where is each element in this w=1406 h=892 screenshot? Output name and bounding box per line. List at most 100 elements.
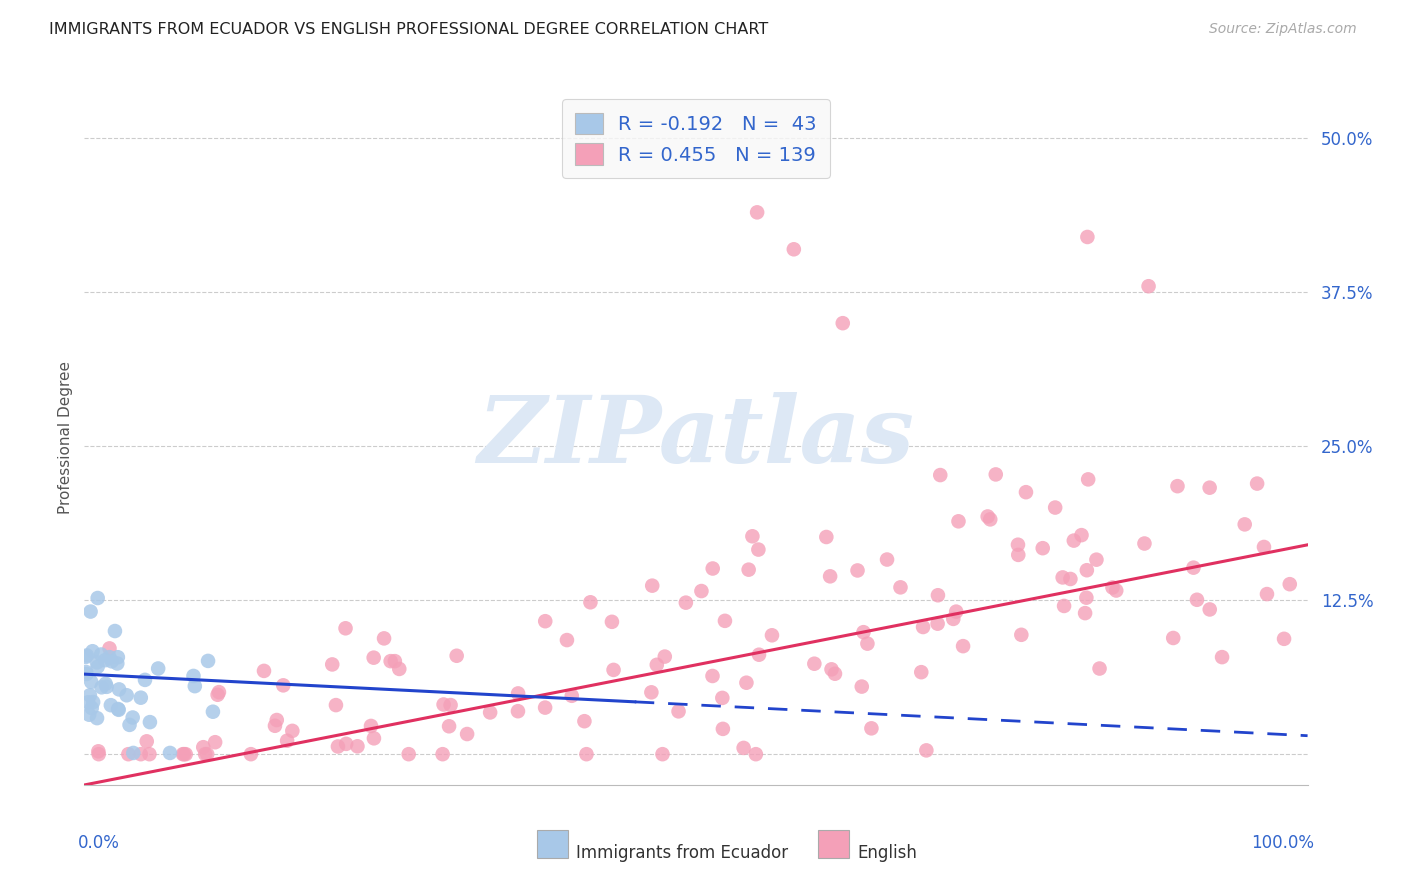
Point xyxy=(1233,517,1256,532)
Point xyxy=(1074,606,1097,620)
Y-axis label: Professional Degree: Professional Degree xyxy=(58,360,73,514)
Point xyxy=(432,698,454,712)
Text: 100.0%: 100.0% xyxy=(1251,834,1313,852)
Point xyxy=(1010,628,1032,642)
Point xyxy=(129,747,152,761)
Point xyxy=(600,615,623,629)
Point xyxy=(561,689,583,703)
Point xyxy=(201,705,224,719)
Point xyxy=(761,628,783,642)
Point xyxy=(76,667,98,681)
Point xyxy=(1137,279,1160,293)
Point xyxy=(506,686,529,700)
Point xyxy=(346,739,368,754)
Point xyxy=(98,650,121,665)
Point xyxy=(1063,533,1085,548)
Bar xyxy=(818,830,849,858)
Point xyxy=(77,695,100,709)
Point xyxy=(654,649,676,664)
Legend: R = -0.192   N =  43, R = 0.455   N = 139: R = -0.192 N = 43, R = 0.455 N = 139 xyxy=(562,99,830,178)
Point xyxy=(326,739,349,754)
Point xyxy=(737,563,759,577)
Point xyxy=(172,747,194,761)
Point xyxy=(86,711,108,725)
Point xyxy=(748,648,770,662)
Point xyxy=(94,677,117,691)
Text: ZIPatlas: ZIPatlas xyxy=(478,392,914,482)
Point xyxy=(1198,602,1220,616)
Point xyxy=(107,703,129,717)
Point xyxy=(194,747,217,761)
Point xyxy=(82,644,104,658)
Point xyxy=(574,714,596,729)
Point xyxy=(1211,650,1233,665)
Point xyxy=(446,648,468,663)
Point xyxy=(195,747,218,761)
Point xyxy=(86,591,108,605)
Point xyxy=(159,746,181,760)
Point xyxy=(1101,581,1123,595)
Point xyxy=(714,614,737,628)
Point xyxy=(87,747,110,761)
Text: Immigrants from Ecuador: Immigrants from Ecuador xyxy=(576,844,789,862)
Point xyxy=(96,680,118,694)
Point xyxy=(645,657,668,672)
Point xyxy=(76,648,98,663)
Point xyxy=(803,657,825,671)
Point xyxy=(668,704,690,718)
Point xyxy=(852,625,875,640)
Point xyxy=(281,723,304,738)
Point xyxy=(1070,528,1092,542)
Point xyxy=(108,682,131,697)
Point xyxy=(271,678,294,692)
Point xyxy=(121,710,143,724)
Point xyxy=(118,718,141,732)
Point xyxy=(90,648,112,662)
Point xyxy=(1253,540,1275,554)
Text: 0.0%: 0.0% xyxy=(79,834,120,852)
Point xyxy=(1105,583,1128,598)
Point xyxy=(239,747,262,761)
Point xyxy=(948,514,970,528)
Point xyxy=(711,690,734,705)
Point xyxy=(437,719,460,733)
Point xyxy=(942,612,965,626)
Point xyxy=(380,654,402,668)
Point xyxy=(360,719,382,733)
Point xyxy=(1007,538,1029,552)
Point xyxy=(702,669,724,683)
Point xyxy=(264,719,287,733)
Point xyxy=(122,746,145,760)
Point xyxy=(174,747,197,761)
Point xyxy=(479,706,502,720)
Point xyxy=(534,614,557,628)
Point xyxy=(690,584,713,599)
Point xyxy=(912,620,935,634)
Point xyxy=(80,675,103,690)
Point xyxy=(747,205,769,219)
Point xyxy=(1059,572,1081,586)
Point xyxy=(82,695,104,709)
Point xyxy=(575,747,598,761)
Point xyxy=(77,707,100,722)
Point xyxy=(335,737,357,751)
Point xyxy=(876,552,898,566)
Point xyxy=(266,713,288,727)
Point xyxy=(820,662,842,676)
Point xyxy=(456,727,478,741)
Point xyxy=(135,734,157,748)
Point xyxy=(1077,472,1099,486)
Point xyxy=(889,580,911,594)
Point xyxy=(910,665,932,680)
Point xyxy=(860,722,883,736)
Point xyxy=(139,715,162,730)
Point xyxy=(1182,560,1205,574)
Point xyxy=(1007,548,1029,562)
Point xyxy=(146,661,169,675)
Point xyxy=(325,698,347,712)
Point xyxy=(711,722,734,736)
Point xyxy=(398,747,420,761)
Point xyxy=(388,662,411,676)
Point xyxy=(80,701,103,715)
Point xyxy=(129,690,152,705)
